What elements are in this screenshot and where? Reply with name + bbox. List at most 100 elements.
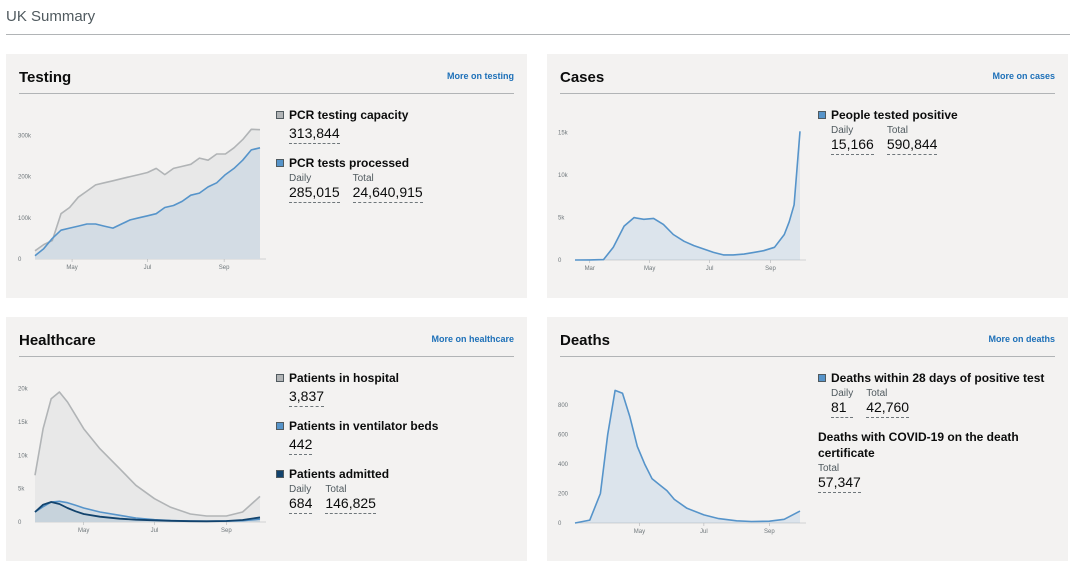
healthcare-chart: 0 5k 10k 15k 20k May Jul Sep <box>18 387 266 534</box>
metric-title: Deaths within 28 days of positive test <box>831 371 1045 385</box>
metric-patients-hospital: Patients in hospital 3,837 <box>276 370 438 407</box>
daily-label: Daily <box>831 388 854 399</box>
daily-label: Daily <box>289 484 312 495</box>
total-value[interactable]: 57,347 <box>818 474 861 493</box>
metric-pcr-processed: PCR tests processed Daily 285,015 Total … <box>276 155 423 203</box>
series-area-1 <box>35 501 260 522</box>
heading-divider <box>6 34 1070 35</box>
daily-value[interactable]: 81 <box>831 399 854 418</box>
metric-tested-positive: People tested positive Daily 15,166 Tota… <box>818 107 958 155</box>
card-divider <box>19 356 514 357</box>
x-tick-label: Sep <box>219 265 230 271</box>
series-area-2 <box>35 502 260 522</box>
testing-metrics: PCR testing capacity 313,844 PCR tests p… <box>276 107 423 214</box>
x-tick-label: Mar <box>585 266 595 272</box>
total-value[interactable]: 42,760 <box>866 399 910 418</box>
y-tick-label: 5k <box>18 487 25 493</box>
daily-value[interactable]: 684 <box>289 495 313 514</box>
daily-value[interactable]: 285,015 <box>289 184 340 203</box>
series-area-0 <box>575 390 800 523</box>
hospital-value[interactable]: 3,837 <box>289 388 325 407</box>
deaths-metrics: Deaths within 28 days of positive test D… <box>818 370 1048 504</box>
metric-title: PCR tests processed <box>289 156 410 170</box>
series-line-2 <box>34 501 261 523</box>
light-blue-legend-swatch <box>276 422 284 430</box>
y-tick-label: 0 <box>558 521 562 527</box>
y-tick-label: 0 <box>18 257 22 263</box>
more-on-deaths-link[interactable]: More on deaths <box>988 334 1055 344</box>
card-divider <box>560 356 1055 357</box>
series-area-1 <box>35 147 260 259</box>
total-label: Total <box>866 388 888 399</box>
card-title: Deaths <box>560 332 611 349</box>
more-on-healthcare-link[interactable]: More on healthcare <box>431 334 514 344</box>
x-tick-label: May <box>644 266 655 272</box>
capacity-value[interactable]: 313,844 <box>289 125 340 144</box>
metric-deaths-28-days: Deaths within 28 days of positive test D… <box>818 370 1048 418</box>
navy-legend-swatch <box>276 470 284 478</box>
x-tick-label: Jul <box>700 529 708 535</box>
card-title: Cases <box>560 69 605 86</box>
total-value[interactable]: 24,640,915 <box>352 184 423 203</box>
blue-legend-swatch <box>276 159 284 167</box>
metric-pcr-capacity: PCR testing capacity 313,844 <box>276 107 423 144</box>
series-line-0 <box>574 131 801 261</box>
x-tick-label: Jul <box>151 528 159 534</box>
metric-title: People tested positive <box>831 108 958 122</box>
grey-legend-swatch <box>276 374 284 382</box>
y-tick-label: 20k <box>18 387 29 393</box>
y-tick-label: 0 <box>18 520 22 526</box>
card-title: Healthcare <box>19 332 96 349</box>
series-line-0 <box>574 389 801 524</box>
metric-title: Patients in hospital <box>289 371 400 385</box>
deaths-chart: 0 200 400 600 800 May Jul Sep <box>558 389 806 535</box>
x-tick-label: Sep <box>764 529 775 535</box>
healthcare-card: Healthcare More on healthcare 0 5k 10k 15k 2… <box>6 317 527 561</box>
deaths-card: Deaths More on deaths 0 200 400 600 800 May Ju… <box>547 317 1068 561</box>
total-value[interactable]: 590,844 <box>886 136 938 155</box>
y-tick-label: 800 <box>558 403 569 409</box>
page-title: UK Summary <box>6 8 96 25</box>
daily-value[interactable]: 15,166 <box>831 136 874 155</box>
cases-card: Cases More on cases 0 5k 10k 15k Mar May Jul Se… <box>547 54 1068 298</box>
grey-legend-swatch <box>276 111 284 119</box>
metric-patients-admitted: Patients admitted Daily 684 Total 146,82… <box>276 466 438 514</box>
healthcare-metrics: Patients in hospital 3,837 Patients in v… <box>276 370 438 525</box>
metric-title: Patients in ventilator beds <box>289 419 439 433</box>
ventilator-value[interactable]: 442 <box>289 436 313 455</box>
blue-legend-swatch <box>818 111 826 119</box>
card-divider <box>560 93 1055 94</box>
card-divider <box>19 93 514 94</box>
cases-metrics: People tested positive Daily 15,166 Tota… <box>818 107 958 166</box>
total-label: Total <box>352 173 374 184</box>
cases-chart: 0 5k 10k 15k Mar May Jul Sep <box>558 131 806 272</box>
metric-title: PCR testing capacity <box>289 108 409 122</box>
blue-legend-swatch <box>818 374 826 382</box>
y-tick-label: 400 <box>558 462 569 468</box>
x-tick-label: May <box>78 528 89 534</box>
y-tick-label: 15k <box>558 131 569 137</box>
series-area-0 <box>35 392 260 522</box>
y-tick-label: 10k <box>558 173 569 179</box>
x-tick-label: Sep <box>765 266 776 272</box>
y-tick-label: 300k <box>18 133 32 139</box>
y-tick-label: 200k <box>18 175 32 181</box>
y-tick-label: 200 <box>558 492 569 498</box>
testing-chart: 0 100k 200k 300k May Jul Sep <box>18 128 266 271</box>
more-on-cases-link[interactable]: More on cases <box>992 71 1055 81</box>
total-label: Total <box>886 125 908 136</box>
metric-ventilator-beds: Patients in ventilator beds 442 <box>276 418 438 455</box>
total-label: Total <box>818 463 840 474</box>
more-on-testing-link[interactable]: More on testing <box>447 71 514 81</box>
series-line-0 <box>34 391 261 517</box>
total-value[interactable]: 146,825 <box>325 495 376 514</box>
y-tick-label: 600 <box>558 433 569 439</box>
total-label: Total <box>325 484 347 495</box>
y-tick-label: 15k <box>18 420 29 426</box>
y-tick-label: 5k <box>558 216 565 222</box>
series-line-0 <box>34 128 261 252</box>
x-tick-label: May <box>634 529 645 535</box>
daily-label: Daily <box>289 173 312 184</box>
testing-card: Testing More on testing 0 100k 200k 300k May… <box>6 54 527 298</box>
x-tick-label: Sep <box>221 528 232 534</box>
